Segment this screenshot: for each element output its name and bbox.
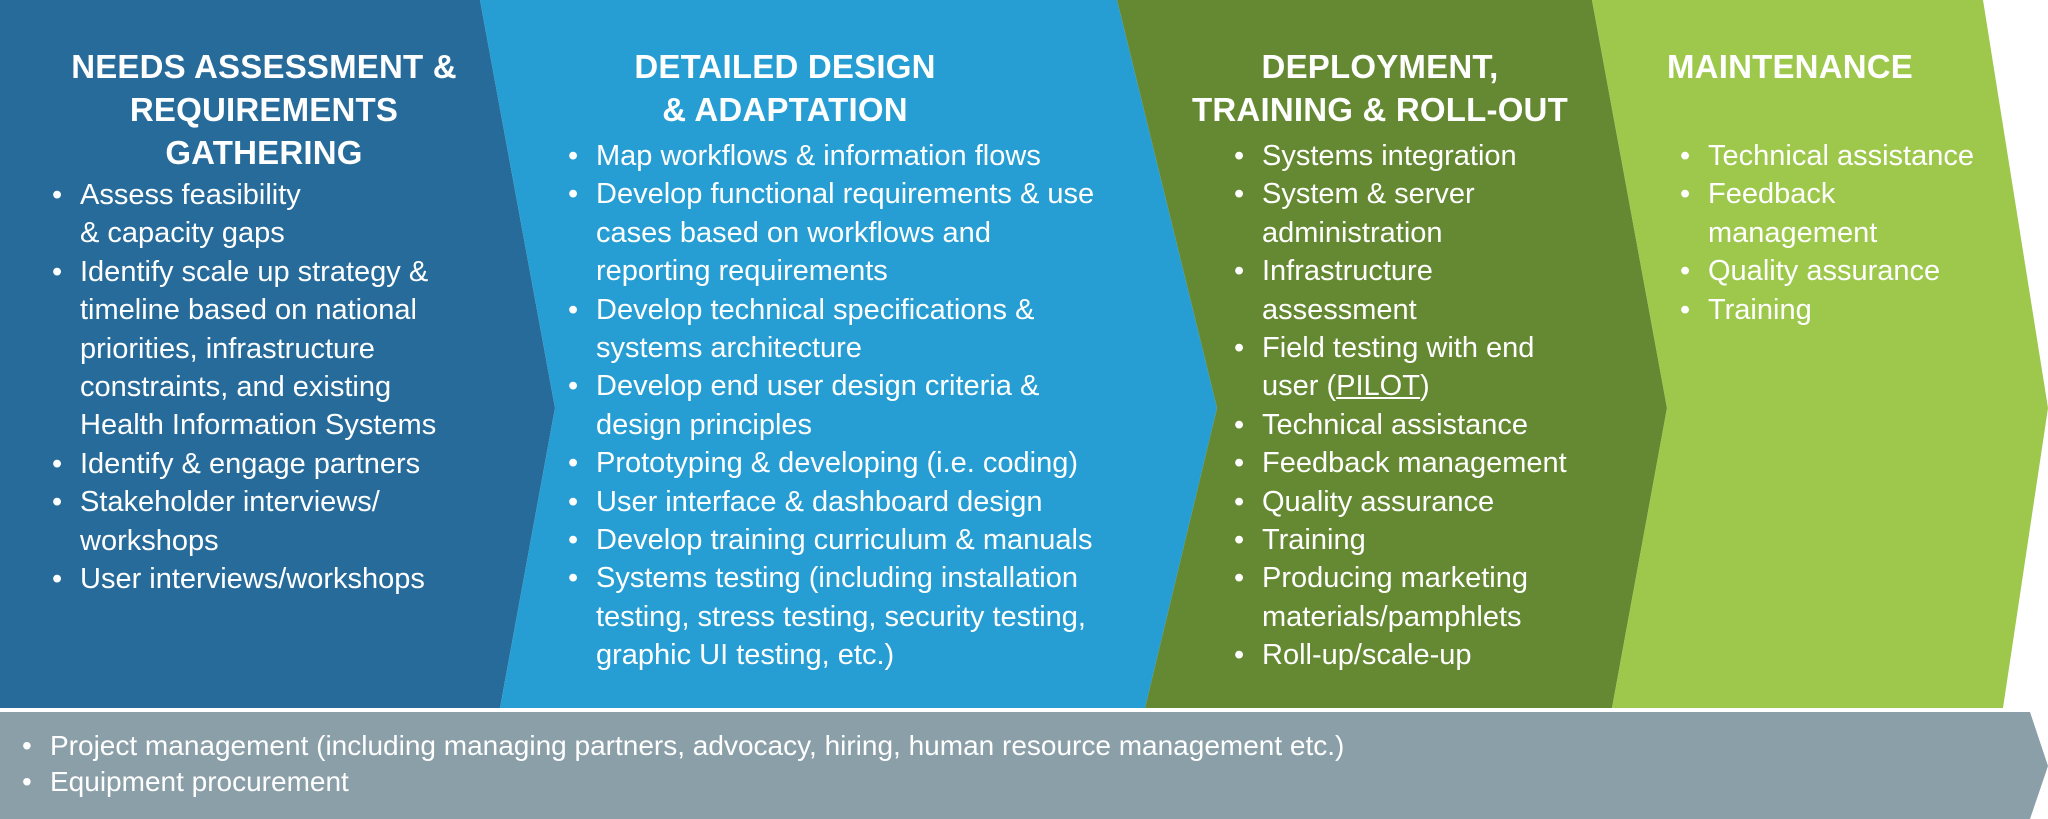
phase-item-list: Map workflows & information flows Develo… — [566, 137, 1160, 675]
field-testing-text: Field testing with end user ( — [1262, 332, 1535, 403]
list-item: Training — [1232, 521, 1600, 560]
list-item-field-testing: Field testing with end user (PILOT) — [1232, 329, 1600, 406]
cross-cutting-list: Project management (including managing p… — [20, 728, 2000, 800]
list-item: Infrastructure assessment — [1232, 252, 1600, 329]
list-item: Feedback management — [1232, 444, 1600, 483]
list-item: Assess feasibility & capacity gaps — [50, 176, 504, 253]
list-item: Roll-up/scale-up — [1232, 636, 1600, 675]
phase-needs-assessment: NEEDS ASSESSMENT & REQUIREMENTS GATHERIN… — [44, 0, 504, 700]
phase-item-list: Technical assistance Feedback management… — [1678, 137, 2020, 329]
list-item: System & server administration — [1232, 175, 1600, 252]
cross-cutting-activities: Project management (including managing p… — [20, 728, 2000, 800]
list-item: Develop training curriculum & manuals — [566, 521, 1160, 560]
list-item: Map workflows & information flows — [566, 137, 1160, 176]
phase-title: NEEDS ASSESSMENT & REQUIREMENTS GATHERIN… — [71, 48, 457, 171]
list-item: Systems testing (including installation … — [566, 559, 1160, 674]
list-item: Identify scale up strategy & timeline ba… — [50, 253, 504, 445]
phase-item-list: Systems integration System & server admi… — [1232, 137, 1600, 675]
phase-title: DEPLOYMENT, TRAINING & ROLL-OUT — [1192, 48, 1568, 128]
phase-deployment: DEPLOYMENT, TRAINING & ROLL-OUT Systems … — [1180, 0, 1600, 700]
list-item: User interface & dashboard design — [566, 483, 1160, 522]
list-item: Stakeholder interviews/ workshops — [50, 483, 504, 560]
phase-title: MAINTENANCE — [1666, 48, 1914, 85]
list-item: Prototyping & developing (i.e. coding) — [566, 444, 1160, 483]
list-item: Develop functional requirements & use ca… — [566, 175, 1160, 290]
list-item: Quality assurance — [1232, 483, 1600, 522]
list-item: Producing marketing materials/pamphlets — [1232, 559, 1600, 636]
list-item: Develop end user design criteria & desig… — [566, 367, 1160, 444]
phase-maintenance: MAINTENANCE Technical assistance Feedbac… — [1640, 0, 2020, 700]
list-item: Systems integration — [1232, 137, 1600, 176]
list-item: Technical assistance — [1678, 137, 2020, 176]
list-item: Technical assistance — [1232, 406, 1600, 445]
list-item: Develop technical specifications & syste… — [566, 291, 1160, 368]
list-item: Training — [1678, 291, 2020, 330]
list-item: Equipment procurement — [20, 764, 2000, 800]
phase-detailed-design: DETAILED DESIGN & ADAPTATION Map workflo… — [540, 0, 1160, 700]
list-item: Feedback management — [1678, 175, 2020, 252]
list-item: Project management (including managing p… — [20, 728, 2000, 764]
list-item: User interviews/workshops — [50, 560, 504, 599]
phase-title: DETAILED DESIGN & ADAPTATION — [634, 48, 936, 128]
phase-item-list: Assess feasibility & capacity gaps Ident… — [50, 176, 504, 599]
list-item: Identify & engage partners — [50, 445, 504, 484]
list-item: Quality assurance — [1678, 252, 2020, 291]
field-testing-text-end: ) — [1419, 370, 1430, 403]
pilot-link[interactable]: PILOT — [1336, 370, 1420, 403]
